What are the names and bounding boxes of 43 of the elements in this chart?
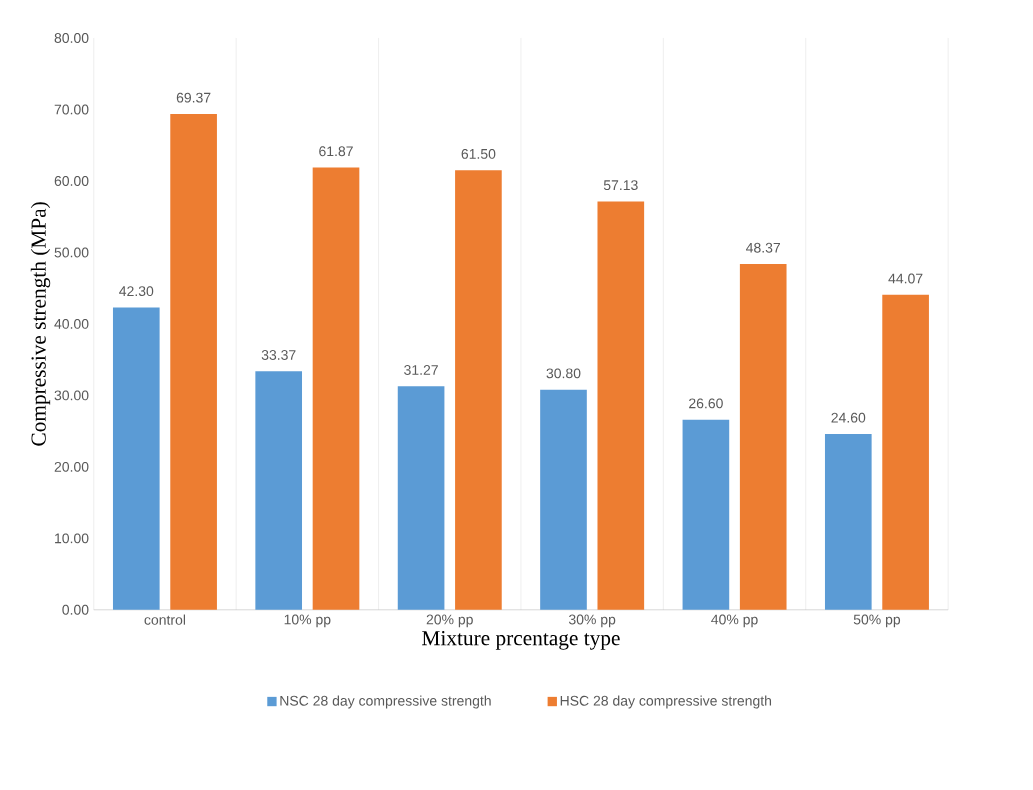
data-label: 48.37: [746, 242, 780, 253]
data-label: 61.50: [461, 149, 496, 159]
data-label: 33.37: [261, 350, 296, 361]
x-axis-title: Mixture prcentage type: [422, 631, 620, 650]
bar: [739, 264, 787, 610]
bar: [455, 170, 502, 610]
bar: [682, 419, 730, 610]
bar: [597, 201, 645, 610]
x-tick-label: 50% pp: [853, 614, 901, 628]
data-label: 26.60: [689, 398, 723, 409]
data-label: 57.13: [603, 180, 638, 191]
data-label: 31.27: [404, 365, 438, 376]
data-label: 44.07: [888, 273, 923, 284]
x-tick-label: 40% pp: [711, 614, 758, 628]
x-tick-label: 10% pp: [284, 614, 331, 628]
bar: [170, 114, 217, 610]
y-axis-title: Compressive strength (MPa): [30, 202, 51, 446]
bar: [882, 294, 929, 610]
y-tick-label: 20.00: [54, 462, 89, 472]
bar: [397, 386, 445, 610]
bar: [824, 434, 872, 610]
legend-label: HSC 28 day compressive strength: [560, 695, 772, 709]
data-label: 61.87: [319, 146, 353, 157]
bar: [540, 389, 587, 610]
data-label: 69.37: [176, 92, 211, 103]
y-tick-label: 10.00: [55, 533, 89, 544]
bar: [312, 167, 360, 610]
data-label: 42.30: [119, 286, 154, 297]
y-tick-label: 40.00: [54, 319, 89, 329]
y-tick-label: 80.00: [54, 33, 89, 44]
legend-label: NSC 28 day compressive strength: [280, 695, 491, 709]
bar: [255, 371, 303, 610]
y-tick-label: 0.00: [62, 604, 89, 615]
y-tick-label: 30.00: [54, 390, 89, 401]
x-tick-label: 30% pp: [568, 614, 616, 628]
x-tick-label: 20% pp: [426, 614, 473, 628]
x-tick-label: control: [144, 614, 186, 625]
data-label: 30.80: [546, 368, 581, 379]
y-tick-label: 70.00: [54, 104, 89, 115]
y-tick-label: 60.00: [54, 176, 89, 187]
y-tick-label: 50.00: [54, 247, 89, 258]
bar: [112, 307, 160, 610]
data-label: 24.60: [831, 412, 866, 423]
